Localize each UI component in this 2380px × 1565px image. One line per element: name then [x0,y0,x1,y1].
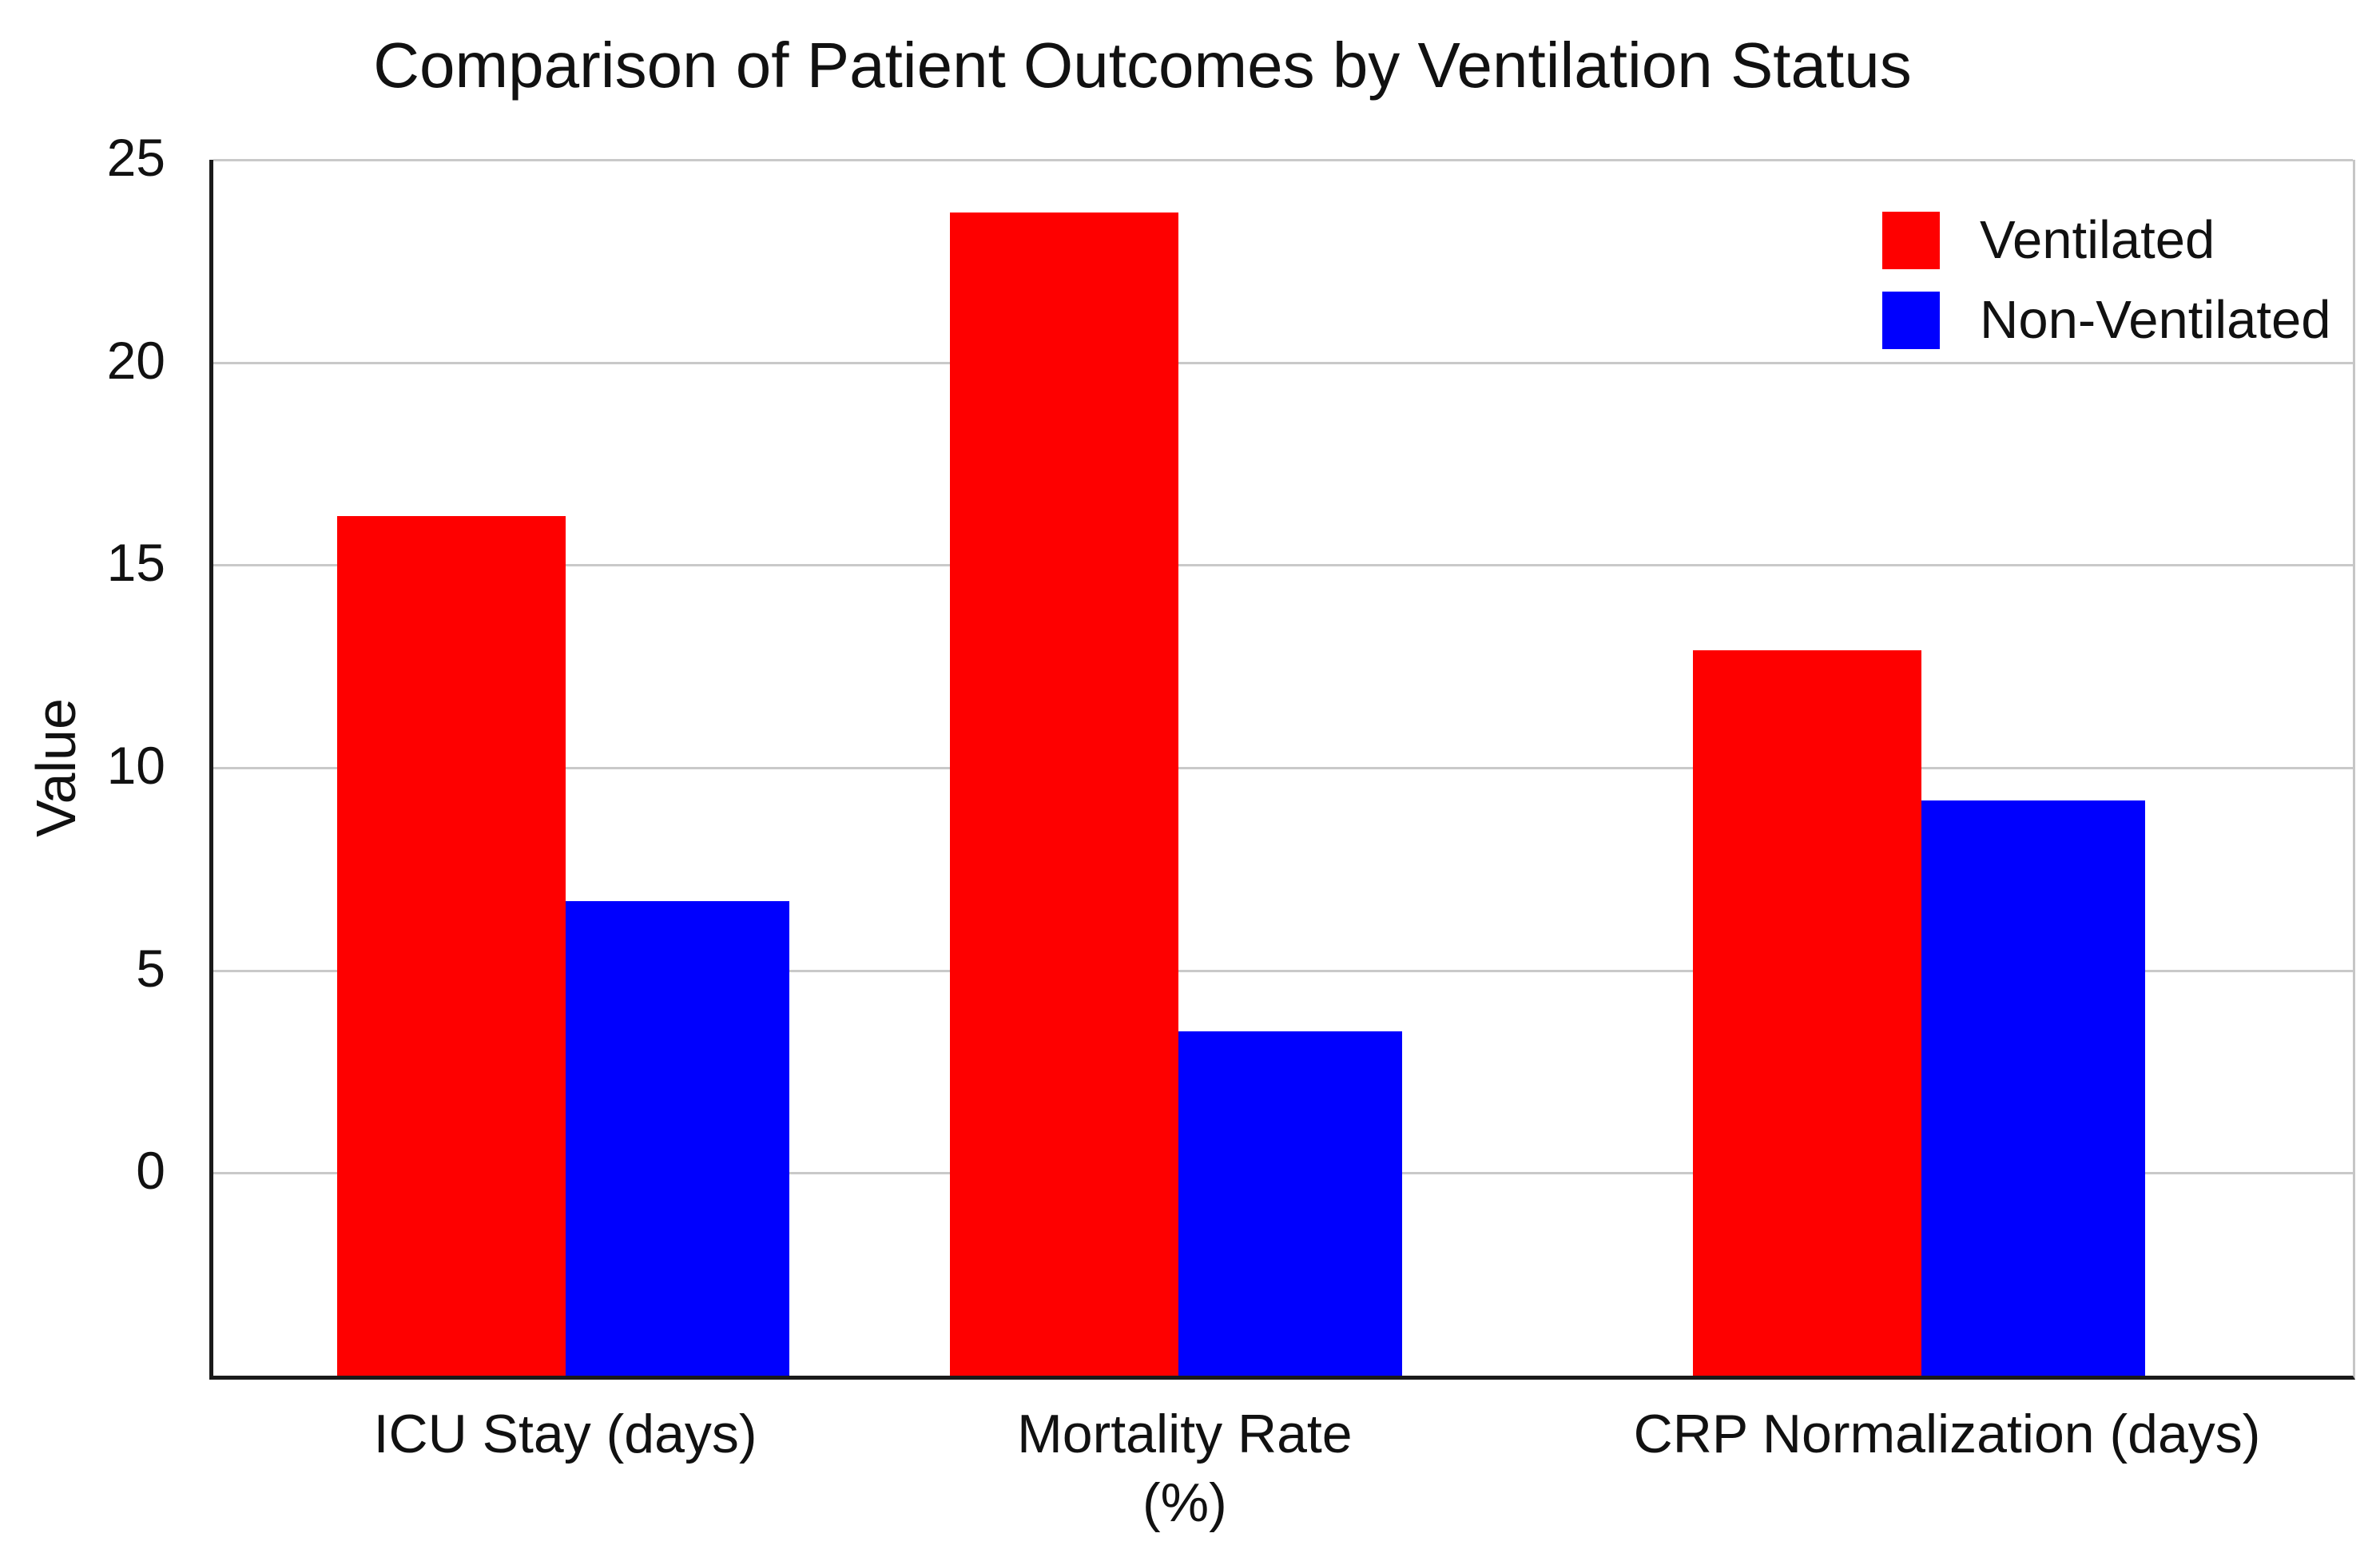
gridline-y-15 [213,564,2353,567]
bar-non-ventilated-icu-stay-days [566,901,789,1376]
y-tick-label-15: 15 [106,533,165,593]
bar-ventilated-mortality-rate [950,212,1179,1376]
legend-item-ventilated: Ventilated [1882,209,2331,271]
legend-label-ventilated: Ventilated [1980,210,2215,270]
y-axis-title: Value [25,698,87,837]
gridline-y-5 [213,969,2353,972]
x-tick-label-line: (%) [1142,1472,1227,1533]
legend-label-non-ventilated: Non-Ventilated [1980,290,2331,350]
y-tick-label-25: 25 [106,127,165,187]
bar-non-ventilated-crp-normalization-days [1921,800,2145,1376]
bar-ventilated-crp-normalization-days [1693,649,1922,1376]
gridline-y-10 [213,767,2353,769]
y-tick-label-5: 5 [136,938,165,998]
y-tick-label-20: 20 [106,330,165,390]
x-tick-label-line: ICU Stay (days) [373,1404,757,1464]
legend-swatch-ventilated [1882,211,1940,269]
legend-item-non-ventilated: Non-Ventilated [1882,289,2331,351]
y-tick-label-0: 0 [136,1141,165,1201]
x-tick-label-3: CRP Normalization (days) [1634,1400,2261,1468]
x-tick-label-line: Mortality Rate [1017,1404,1353,1464]
legend-swatch-non-ventilated [1882,291,1940,349]
y-tick-label-10: 10 [106,735,165,795]
bar-ventilated-icu-stay-days [337,516,566,1376]
chart-title: Comparison of Patient Outcomes by Ventil… [373,30,1912,101]
bar-non-ventilated-mortality-rate [1178,1031,1402,1376]
plot-area [209,159,2355,1380]
legend: Ventilated Non-Ventilated [1882,209,2331,369]
x-tick-label-line: CRP Normalization (days) [1633,1404,2261,1464]
x-tick-label-2: Mortality Rate (%) [1017,1400,1352,1537]
x-tick-label-1: ICU Stay (days) [374,1400,757,1468]
gridline-y-25 [213,159,2353,161]
gridline-y-20 [213,361,2353,364]
